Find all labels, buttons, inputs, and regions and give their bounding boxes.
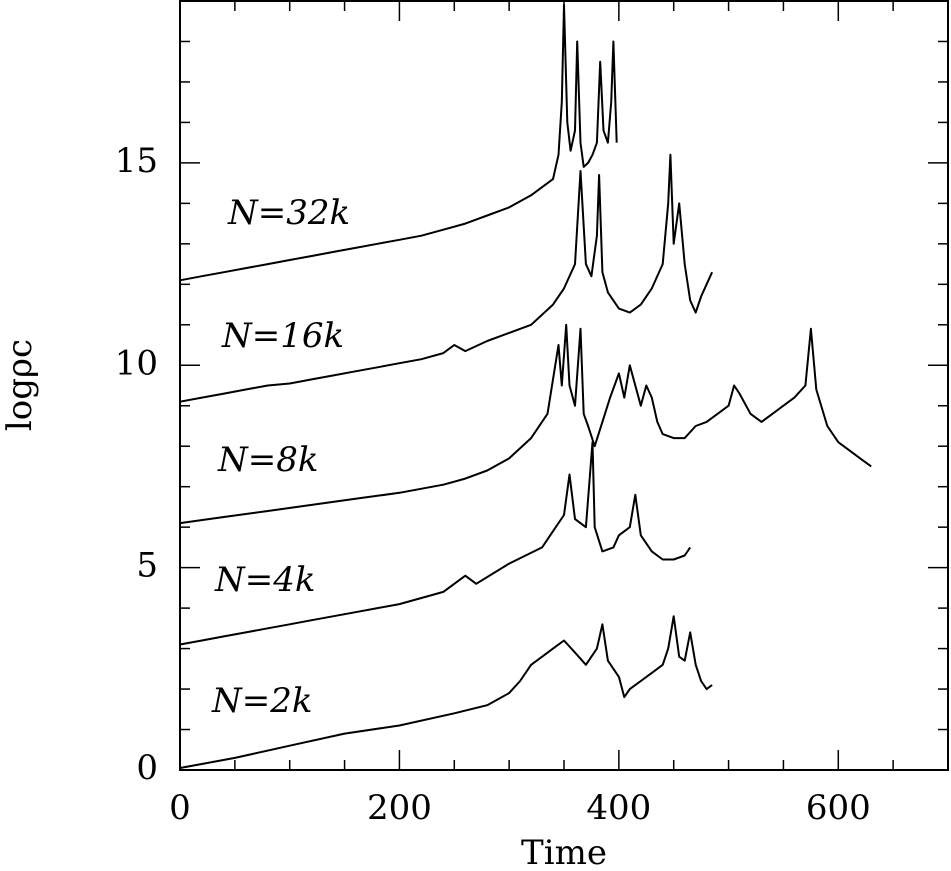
x-tick-label: 600 <box>806 788 871 828</box>
y-tick-label: 15 <box>115 141 158 181</box>
series-annotation: N=32k <box>227 193 350 233</box>
series-line <box>179 4 618 282</box>
x-tick-label: 200 <box>367 788 432 828</box>
x-tick-label: 0 <box>169 788 191 828</box>
series-line <box>179 323 872 525</box>
series-line <box>179 441 692 646</box>
y-tick-label: 10 <box>115 343 158 383</box>
x-axis-label: Time <box>521 833 607 871</box>
series-annotation: N=2k <box>211 681 312 721</box>
plot-frame <box>179 0 949 771</box>
y-axis-label: logρc <box>0 339 40 431</box>
series-annotation: N=4k <box>214 560 315 600</box>
y-tick-label: 0 <box>136 748 158 788</box>
series-line <box>179 615 713 769</box>
x-tick-label: 400 <box>586 788 651 828</box>
series-line <box>179 153 714 403</box>
y-tick-label: 5 <box>136 546 158 586</box>
series-annotation: N=8k <box>217 440 318 480</box>
series-annotation: N=16k <box>221 316 344 356</box>
